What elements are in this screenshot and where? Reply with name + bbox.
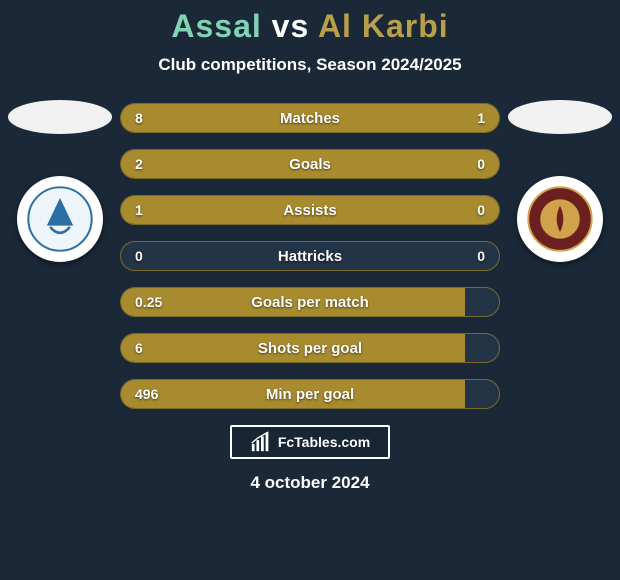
stats-bars: 81Matches 20Goals 10Assists 00Hattricks 0.25… xyxy=(120,103,500,409)
stat-row: 81Matches xyxy=(120,103,500,133)
stat-label: Goals per match xyxy=(121,288,499,316)
club-badge-left xyxy=(17,176,103,262)
stat-row: 6Shots per goal xyxy=(120,333,500,363)
stat-label: Goals xyxy=(121,150,499,178)
player-left-silhouette xyxy=(8,100,112,134)
footer-logo[interactable]: FcTables.com xyxy=(230,425,390,459)
title-vs: vs xyxy=(272,8,310,44)
club-badge-right xyxy=(517,176,603,262)
club-badge-left-icon xyxy=(27,186,93,252)
stat-label: Hattricks xyxy=(121,242,499,270)
player-right-silhouette xyxy=(508,100,612,134)
stat-row: 496Min per goal xyxy=(120,379,500,409)
stat-label: Shots per goal xyxy=(121,334,499,362)
stat-row: 20Goals xyxy=(120,149,500,179)
stat-row: 00Hattricks xyxy=(120,241,500,271)
stat-label: Assists xyxy=(121,196,499,224)
page-title: Assal vs Al Karbi xyxy=(0,8,620,45)
stat-label: Min per goal xyxy=(121,380,499,408)
stat-row: 0.25Goals per match xyxy=(120,287,500,317)
title-player1: Assal xyxy=(171,8,261,44)
player-right-column xyxy=(500,100,620,262)
subtitle: Club competitions, Season 2024/2025 xyxy=(0,55,620,75)
player-left-column xyxy=(0,100,120,262)
stat-label: Matches xyxy=(121,104,499,132)
club-badge-right-icon xyxy=(527,186,593,252)
footer-date: 4 october 2024 xyxy=(0,473,620,493)
title-player2: Al Karbi xyxy=(318,8,449,44)
footer-site: FcTables.com xyxy=(278,434,370,450)
stat-row: 10Assists xyxy=(120,195,500,225)
chart-icon xyxy=(250,431,272,453)
